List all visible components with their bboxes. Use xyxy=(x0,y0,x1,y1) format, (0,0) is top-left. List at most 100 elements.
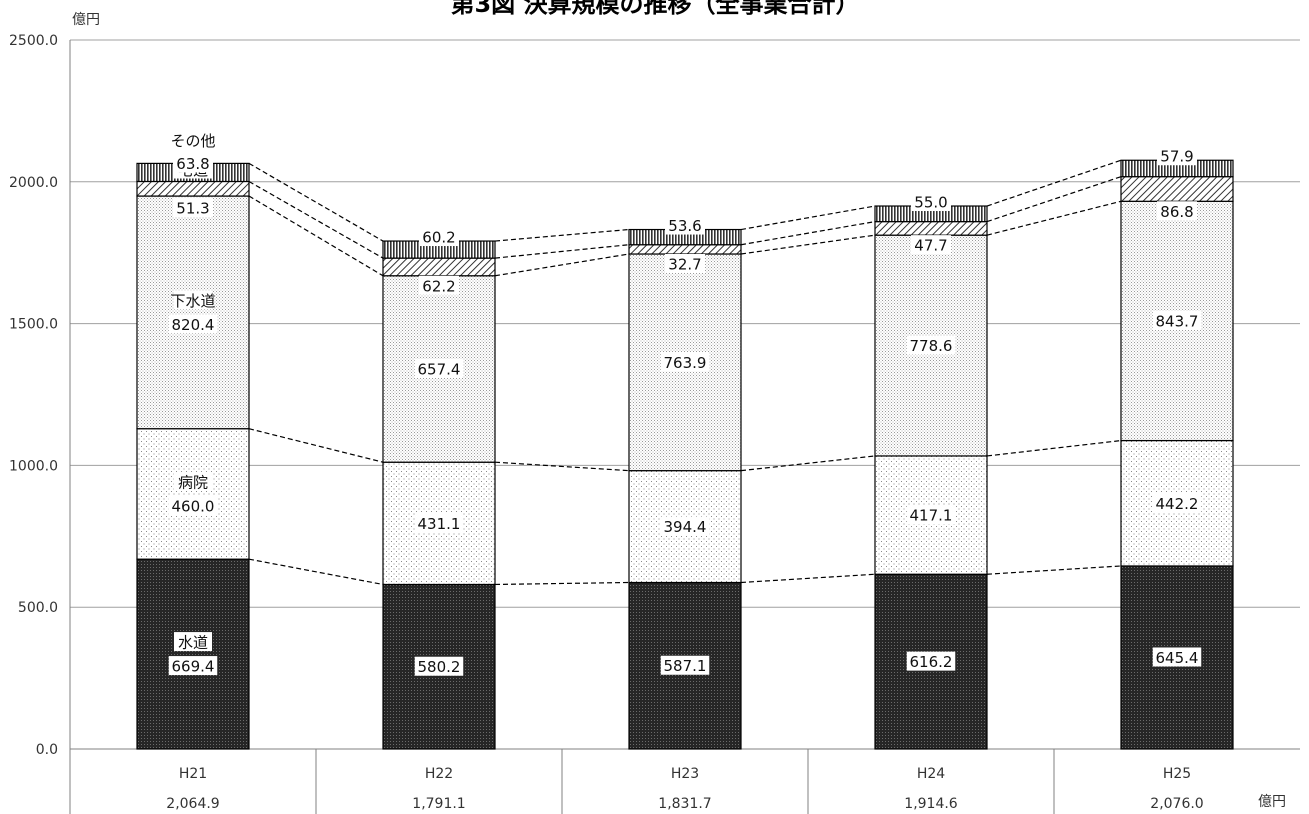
connector-line xyxy=(740,221,876,246)
series-name-label: 水道 xyxy=(178,634,208,652)
data-label-bg xyxy=(168,314,218,334)
data-label-group: 63.8 xyxy=(173,153,213,173)
bar-segment xyxy=(136,428,250,560)
data-label-bg xyxy=(1152,310,1202,330)
connector-line xyxy=(494,244,630,259)
data-label-group: 57.9 xyxy=(1157,146,1197,166)
bar-segment xyxy=(382,257,496,277)
total-label: 2,064.9 xyxy=(166,796,219,812)
data-label-bg xyxy=(906,335,956,355)
data-label: 32.7 xyxy=(668,256,701,274)
bar-segment xyxy=(628,244,742,255)
data-label-bg xyxy=(911,235,951,255)
data-label-group: 763.9 xyxy=(660,352,710,372)
bar-segment xyxy=(874,221,988,236)
data-label: 778.6 xyxy=(910,337,953,355)
data-label: 820.4 xyxy=(172,316,215,334)
data-label-group: 442.2 xyxy=(1152,493,1202,513)
y-tick-label: 1000.0 xyxy=(9,458,58,474)
chart-title: 第3図 決算規模の推移（全事業合計） xyxy=(450,0,859,18)
data-label: 442.2 xyxy=(1156,495,1199,513)
connector-line xyxy=(740,234,876,255)
connector-layer xyxy=(248,159,1122,586)
y-tick-label: 1500.0 xyxy=(9,317,58,333)
data-label: 580.2 xyxy=(418,658,461,676)
series-name-label-group: 病院 xyxy=(174,471,212,491)
connector-line xyxy=(494,253,630,277)
data-label: 57.9 xyxy=(1160,148,1193,166)
connector-line xyxy=(494,581,630,586)
y-axis-unit: 億円 xyxy=(72,12,100,28)
connector-line xyxy=(740,205,876,231)
series-name-label-bg xyxy=(174,290,212,310)
data-label: 55.0 xyxy=(914,194,947,212)
data-label-group: 460.0 xyxy=(168,495,218,515)
data-label-group: 60.2 xyxy=(419,227,459,247)
data-label: 460.0 xyxy=(172,497,215,515)
data-label: 62.2 xyxy=(422,277,455,295)
data-label-bg xyxy=(173,153,213,173)
data-label-bg xyxy=(173,198,213,218)
data-label-group: 587.1 xyxy=(660,655,710,675)
data-label-bg xyxy=(1152,647,1202,667)
data-label: 47.7 xyxy=(914,237,947,255)
data-label-group: 53.6 xyxy=(665,215,705,235)
data-label-bg xyxy=(414,358,464,378)
data-label: 645.4 xyxy=(1156,649,1199,667)
data-label-group: 47.7 xyxy=(911,235,951,255)
data-label-group: 32.7 xyxy=(665,254,705,274)
data-label-bg xyxy=(665,254,705,274)
data-label-bg xyxy=(660,516,710,536)
series-name-label-group: 下水道 xyxy=(170,290,216,310)
data-label-group: 62.2 xyxy=(419,275,459,295)
data-label: 616.2 xyxy=(910,653,953,671)
data-label: 53.6 xyxy=(668,217,701,235)
y-tick-label: 2500.0 xyxy=(9,33,58,49)
data-label-group: 843.7 xyxy=(1152,310,1202,330)
series-name-label-group: その他 xyxy=(170,130,216,150)
data-label-bg xyxy=(1157,201,1197,221)
x-tick-label: H23 xyxy=(671,766,699,782)
bar-segment xyxy=(136,180,250,197)
data-label-bg xyxy=(168,495,218,515)
data-label-bg xyxy=(906,505,956,525)
bar-segment xyxy=(136,558,250,750)
series-name-label-bg xyxy=(174,471,212,491)
data-label-bg xyxy=(911,192,951,212)
data-label-group: 417.1 xyxy=(906,505,956,525)
data-label-bg xyxy=(1157,146,1197,166)
data-label-group: 86.8 xyxy=(1157,201,1197,221)
data-label: 657.4 xyxy=(418,360,461,378)
data-label-bg xyxy=(1152,493,1202,513)
bar-segment xyxy=(136,195,250,430)
data-label-group: 431.1 xyxy=(414,513,464,533)
connector-line xyxy=(986,176,1122,223)
y-tick-label: 0.0 xyxy=(36,742,58,758)
total-label: 1,914.6 xyxy=(904,796,958,812)
connector-line xyxy=(248,558,384,586)
data-label-bg xyxy=(419,227,459,247)
data-label: 843.7 xyxy=(1156,312,1199,330)
data-label: 431.1 xyxy=(418,515,461,533)
data-label-bg xyxy=(665,215,705,235)
data-label-bg xyxy=(419,275,459,295)
label-layer: 水道669.4病院460.0下水道820.4宅造51.3その他63.8580.2… xyxy=(168,130,1202,676)
total-label: 1,831.7 xyxy=(658,796,711,812)
total-label: 1,791.1 xyxy=(412,796,465,812)
x-tick-label: H22 xyxy=(425,766,453,782)
connector-line xyxy=(986,439,1122,457)
total-unit: 億円 xyxy=(1258,794,1286,810)
series-name-label-bg xyxy=(174,130,212,150)
y-tick-label: 2000.0 xyxy=(9,175,58,191)
data-label-group: 645.4 xyxy=(1152,647,1202,667)
connector-line xyxy=(248,180,384,259)
data-label-group: 616.2 xyxy=(906,651,956,671)
data-label: 394.4 xyxy=(664,518,707,536)
connector-line xyxy=(248,162,384,242)
data-label: 417.1 xyxy=(910,507,953,525)
data-label-group: 51.3 xyxy=(173,198,213,218)
data-label-bg xyxy=(414,656,464,676)
data-label-bg xyxy=(414,513,464,533)
connector-line xyxy=(494,228,630,242)
connector-line xyxy=(740,573,876,584)
